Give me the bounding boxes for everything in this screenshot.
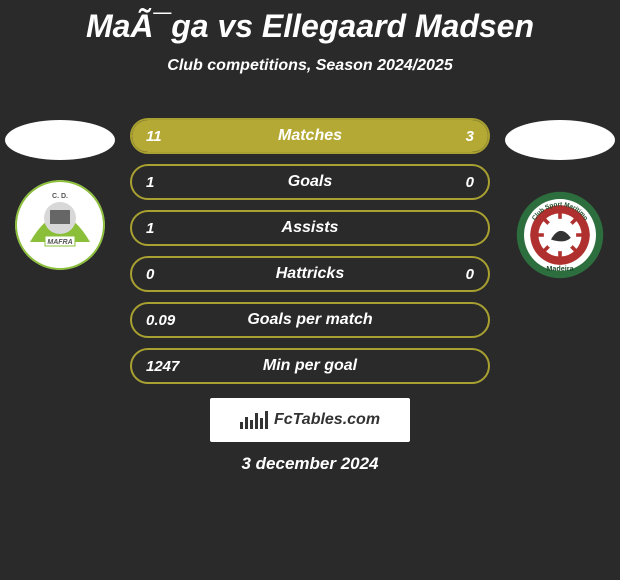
stat-label: Assists xyxy=(132,212,488,244)
player-left-avatar-placeholder xyxy=(5,120,115,160)
footer-brand-text: FcTables.com xyxy=(274,411,380,429)
stat-right-value: 0 xyxy=(466,166,474,198)
club-logo-right: Club Sport Marítimo Madeira xyxy=(515,190,605,280)
player-left-column: MAFRA C. D. xyxy=(0,120,120,270)
stat-right-value: 0 xyxy=(466,258,474,290)
stat-row-assists: 1 Assists xyxy=(130,210,490,246)
maritimo-logo-icon: Club Sport Marítimo Madeira xyxy=(515,190,605,280)
player-right-column: Club Sport Marítimo Madeira xyxy=(500,120,620,280)
stats-container: 11 Matches 3 1 Goals 0 1 Assists 0 Hattr… xyxy=(130,118,490,394)
chart-icon xyxy=(240,411,268,429)
svg-text:C. D.: C. D. xyxy=(52,193,68,200)
svg-text:MAFRA: MAFRA xyxy=(47,239,72,246)
stat-row-hattricks: 0 Hattricks 0 xyxy=(130,256,490,292)
svg-text:Madeira: Madeira xyxy=(546,264,574,273)
stat-row-goals: 1 Goals 0 xyxy=(130,164,490,200)
stat-row-mpg: 1247 Min per goal xyxy=(130,348,490,384)
page-title: MaÃ¯ga vs Ellegaard Madsen xyxy=(0,0,620,45)
stat-right-value: 3 xyxy=(466,120,474,152)
stat-label: Hattricks xyxy=(132,258,488,290)
stat-label: Matches xyxy=(132,120,488,152)
stat-row-gpm: 0.09 Goals per match xyxy=(130,302,490,338)
footer-date: 3 december 2024 xyxy=(0,454,620,474)
stat-label: Min per goal xyxy=(132,350,488,382)
player-right-avatar-placeholder xyxy=(505,120,615,160)
subtitle: Club competitions, Season 2024/2025 xyxy=(0,57,620,75)
club-logo-left: MAFRA C. D. xyxy=(15,180,105,270)
footer-brand[interactable]: FcTables.com xyxy=(210,398,410,442)
stat-label: Goals xyxy=(132,166,488,198)
stat-label: Goals per match xyxy=(132,304,488,336)
mafra-logo-icon: MAFRA C. D. xyxy=(15,180,105,270)
stat-row-matches: 11 Matches 3 xyxy=(130,118,490,154)
